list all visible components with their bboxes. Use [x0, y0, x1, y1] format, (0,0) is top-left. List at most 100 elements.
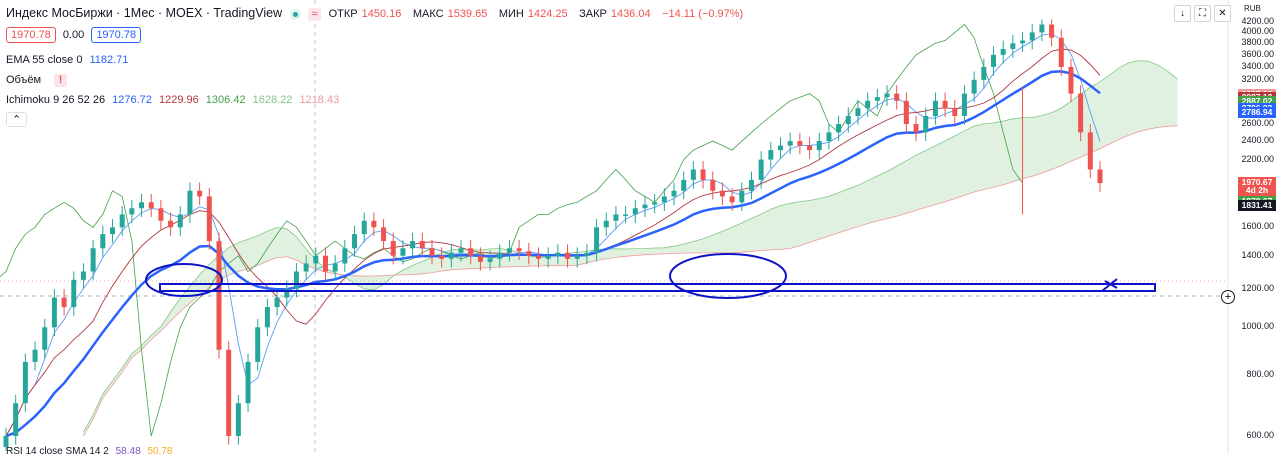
- lagging-span-line: [0, 23, 1023, 437]
- candle-body: [168, 220, 174, 228]
- candle-body: [197, 190, 203, 197]
- scroll-down-button[interactable]: ↓: [1174, 5, 1191, 22]
- candle-body: [400, 248, 406, 256]
- candle-body: [61, 297, 67, 308]
- candle-body: [187, 190, 193, 215]
- candle-body: [80, 271, 86, 280]
- ichimoku-lead2-value: 1218.43: [299, 94, 340, 106]
- rsi-sma-value: 50.78: [147, 446, 173, 457]
- candle-body: [90, 248, 96, 272]
- crosshair-plus-icon[interactable]: +: [1221, 290, 1235, 304]
- ohlc-close: ЗАКР 1436.04: [579, 8, 651, 20]
- candle-body: [778, 145, 784, 151]
- candle-body: [158, 208, 164, 221]
- candle-body: [971, 79, 977, 94]
- candle-body: [545, 255, 551, 259]
- collapse-legend-button[interactable]: ⌃: [6, 112, 28, 127]
- candle-body: [381, 227, 387, 242]
- y-axis-tick: 2600.00: [1241, 118, 1274, 129]
- candle-body: [623, 214, 629, 216]
- candle-body: [516, 248, 522, 252]
- candle-body: [284, 288, 290, 298]
- y-axis-tick: 3400.00: [1241, 60, 1274, 71]
- ichimoku-name: Ichimoku 9 26 52 26: [6, 94, 106, 106]
- candle-body: [497, 252, 503, 259]
- candle-body: [855, 108, 861, 117]
- y-axis-tick: 3600.00: [1241, 48, 1274, 59]
- candle-body: [1029, 32, 1035, 41]
- candle-body: [1020, 40, 1026, 44]
- candle-body: [700, 169, 706, 180]
- leading-span-b-line: [83, 125, 1178, 437]
- candle-body: [526, 251, 532, 256]
- candle-body: [748, 179, 754, 191]
- candle-body: [642, 204, 648, 209]
- price-tag: 4d 2h: [1238, 185, 1276, 197]
- annotation-ellipse-middle: [669, 253, 787, 299]
- candle-body: [1058, 37, 1064, 67]
- candle-body: [903, 100, 909, 125]
- y-axis-tick: 1200.00: [1241, 282, 1274, 293]
- warning-icon[interactable]: !: [54, 74, 68, 87]
- candle-body: [894, 93, 900, 101]
- ichimoku-conversion-value: 1276.72: [112, 94, 152, 106]
- currency-label[interactable]: RUB: [1244, 4, 1261, 13]
- ohlc-low: МИН 1424.25: [498, 8, 568, 20]
- candle-body: [390, 241, 396, 256]
- y-axis-tick: 1400.00: [1241, 249, 1274, 260]
- close-pane-button[interactable]: ✕: [1214, 5, 1231, 22]
- candle-body: [632, 208, 638, 215]
- ema-line: [5, 70, 1101, 438]
- ichimoku-lead1-value: 1628.22: [252, 94, 293, 106]
- candle-body: [477, 255, 483, 262]
- candle-body: [458, 248, 464, 253]
- candle-body: [361, 220, 367, 235]
- candle-body: [468, 248, 474, 256]
- buy-price-button[interactable]: 1970.78: [91, 27, 142, 43]
- candle-body: [129, 208, 135, 215]
- candle-body: [342, 248, 348, 264]
- annotation-cross-mark: [1101, 278, 1118, 292]
- candle-body: [981, 66, 987, 80]
- candle-body: [139, 202, 145, 209]
- sell-price-button[interactable]: 1970.78: [6, 27, 56, 43]
- candle-body: [487, 258, 493, 262]
- candle-body: [710, 179, 716, 191]
- candle-body: [671, 190, 677, 197]
- candle-body: [264, 307, 270, 328]
- candle-body: [1049, 24, 1055, 38]
- y-axis-tick: 3200.00: [1241, 73, 1274, 84]
- candle-body: [303, 263, 309, 272]
- candle-body: [274, 297, 280, 308]
- volume-legend[interactable]: Объём !: [6, 74, 71, 87]
- candle-body: [991, 54, 997, 67]
- y-axis-tick: 2200.00: [1241, 153, 1274, 164]
- rsi-name: RSI 14 close SMA 14 2: [6, 446, 109, 457]
- ichimoku-legend[interactable]: Ichimoku 9 26 52 26 1276.72 1229.96 1306…: [6, 94, 343, 106]
- candle-body: [729, 196, 735, 203]
- ema-legend[interactable]: EMA 55 close 0 1182.71: [6, 54, 132, 66]
- candle-body: [3, 436, 9, 447]
- order-panel: 1970.78 0.00 1970.78: [6, 27, 145, 43]
- candle-body: [506, 248, 512, 253]
- y-axis-tick: 2400.00: [1241, 135, 1274, 146]
- candle-body: [109, 227, 115, 235]
- candle-body: [884, 93, 890, 98]
- candle-body: [613, 214, 619, 221]
- y-axis-tick: 3800.00: [1241, 37, 1274, 48]
- candle-body: [245, 361, 251, 404]
- price-tag: 2786.94: [1238, 107, 1276, 119]
- candle-body: [719, 190, 725, 197]
- candle-body: [42, 327, 48, 350]
- candle-body: [584, 252, 590, 256]
- price-tag: 1831.41: [1238, 199, 1276, 211]
- candle-body: [22, 361, 28, 404]
- candle-body: [555, 252, 561, 256]
- symbol-title[interactable]: Индекс МосБиржи · 1Мес · MOEX · TradingV…: [6, 6, 283, 20]
- candle-body: [439, 255, 445, 259]
- candle-body: [119, 214, 125, 228]
- fullscreen-button[interactable]: ⛶: [1194, 5, 1211, 22]
- rsi-legend[interactable]: RSI 14 close SMA 14 2 58.48 50.78: [6, 446, 176, 457]
- wave-icon[interactable]: ≈: [308, 8, 322, 21]
